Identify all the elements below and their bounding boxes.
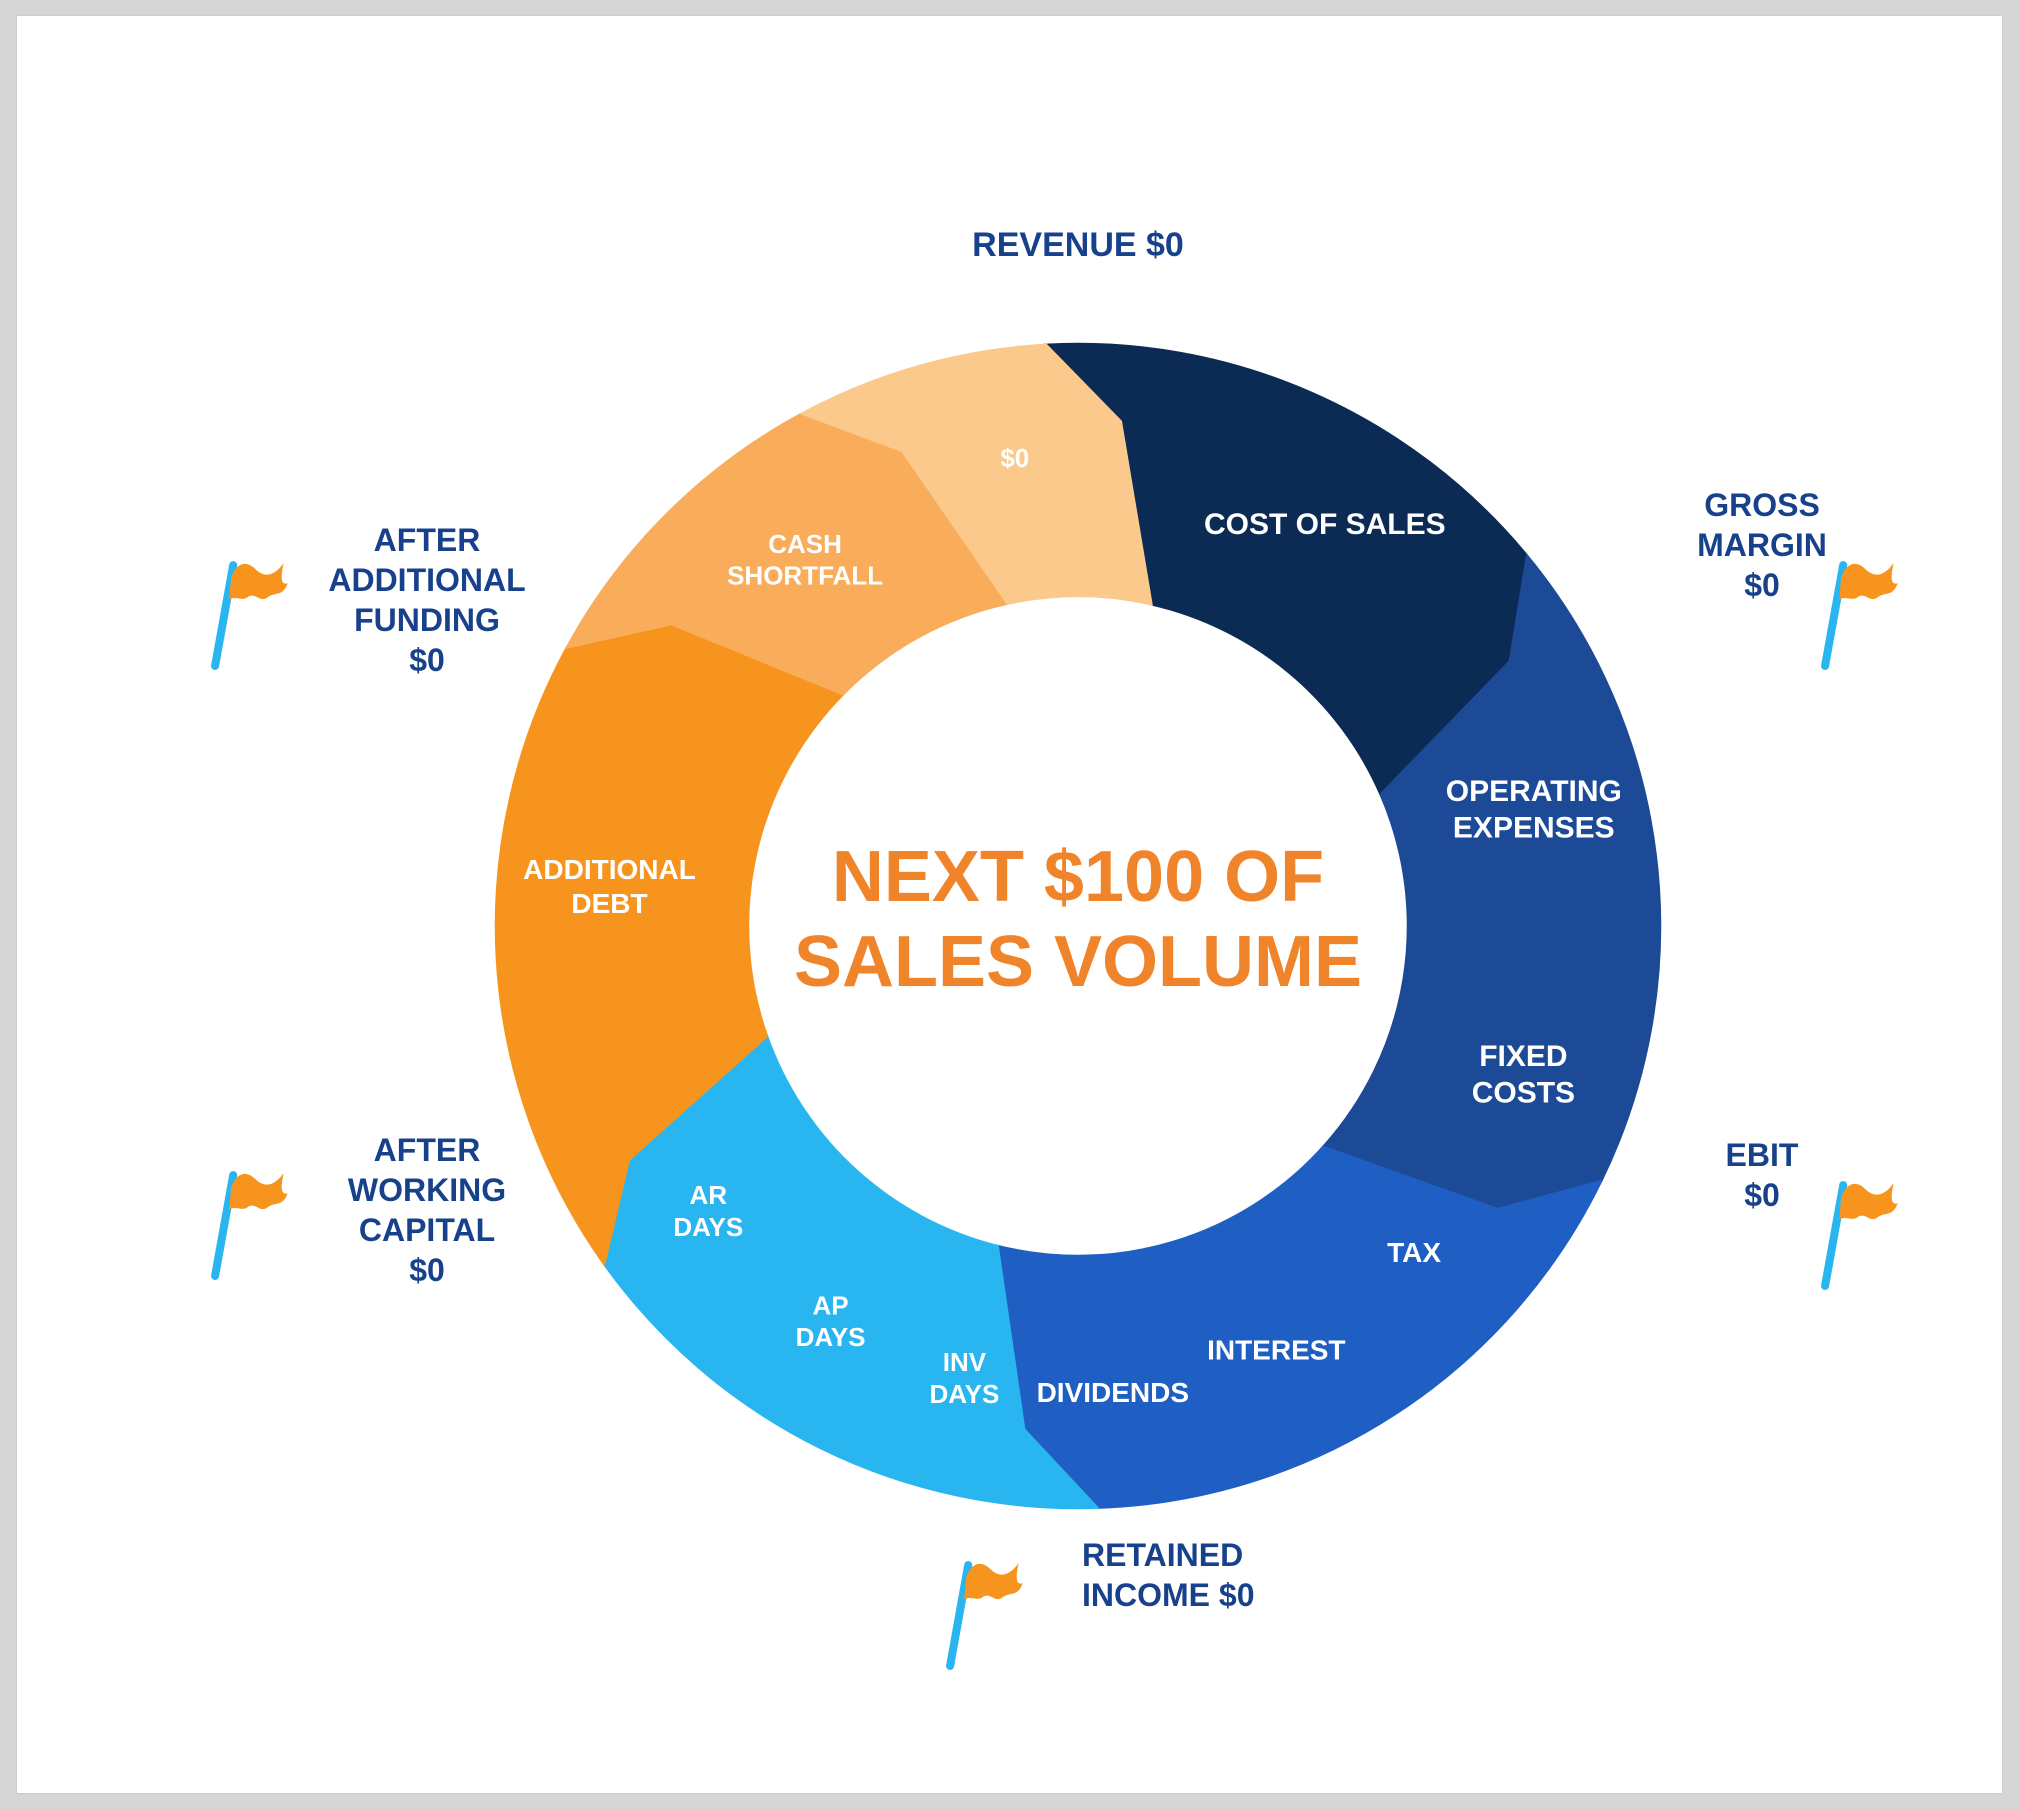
svg-text:RETAINED: RETAINED xyxy=(1082,1537,1243,1573)
svg-text:SHORTFALL: SHORTFALL xyxy=(727,561,883,591)
svg-text:SALES VOLUME: SALES VOLUME xyxy=(794,922,1362,1002)
svg-text:AR: AR xyxy=(690,1180,728,1210)
svg-text:$0: $0 xyxy=(1000,443,1029,473)
svg-text:EXPENSES: EXPENSES xyxy=(1453,812,1615,845)
svg-text:$0: $0 xyxy=(1744,567,1780,603)
svg-text:$0: $0 xyxy=(1744,1177,1780,1213)
svg-text:TAX: TAX xyxy=(1387,1237,1441,1268)
svg-text:AP: AP xyxy=(813,1290,849,1320)
svg-text:FIXED: FIXED xyxy=(1479,1040,1567,1073)
svg-text:AFTER: AFTER xyxy=(374,1132,481,1168)
svg-text:INTEREST: INTEREST xyxy=(1207,1334,1345,1365)
svg-text:DAYS: DAYS xyxy=(796,1322,866,1352)
svg-text:INCOME $0: INCOME $0 xyxy=(1082,1577,1254,1613)
svg-text:CAPITAL: CAPITAL xyxy=(359,1212,495,1248)
svg-text:DAYS: DAYS xyxy=(929,1379,999,1409)
svg-text:INV: INV xyxy=(943,1347,987,1377)
svg-text:REVENUE $0: REVENUE $0 xyxy=(972,226,1184,264)
svg-text:NEXT $100 OF: NEXT $100 OF xyxy=(832,837,1324,917)
svg-text:AFTER: AFTER xyxy=(374,522,481,558)
svg-text:$0: $0 xyxy=(409,642,445,678)
svg-text:DEBT: DEBT xyxy=(571,888,647,919)
svg-text:DIVIDENDS: DIVIDENDS xyxy=(1037,1377,1189,1408)
svg-text:COST OF SALES: COST OF SALES xyxy=(1204,508,1446,541)
svg-text:WORKING: WORKING xyxy=(348,1172,506,1208)
svg-text:EBIT: EBIT xyxy=(1726,1137,1799,1173)
svg-text:ADDITIONAL: ADDITIONAL xyxy=(328,562,525,598)
svg-text:COSTS: COSTS xyxy=(1472,1076,1575,1109)
svg-text:$0: $0 xyxy=(409,1252,445,1288)
svg-text:CASH: CASH xyxy=(768,529,842,559)
svg-text:OPERATING: OPERATING xyxy=(1446,775,1622,808)
svg-text:GROSS: GROSS xyxy=(1704,487,1820,523)
svg-text:FUNDING: FUNDING xyxy=(354,602,500,638)
svg-text:ADDITIONAL: ADDITIONAL xyxy=(523,854,696,885)
svg-text:MARGIN: MARGIN xyxy=(1697,527,1827,563)
svg-text:DAYS: DAYS xyxy=(673,1212,743,1242)
